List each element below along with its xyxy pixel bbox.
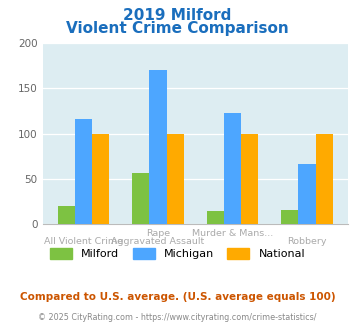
Bar (75, 119, 92, 224)
Bar (166, 134, 184, 224)
Text: Aggravated Assault: Aggravated Assault (111, 237, 204, 246)
Text: 2019 Milford: 2019 Milford (123, 8, 232, 23)
Text: Violent Crime Comparison: Violent Crime Comparison (66, 21, 289, 36)
Text: Robbery: Robbery (287, 237, 327, 246)
Text: Rape: Rape (146, 229, 170, 238)
Bar (299, 164, 316, 224)
Bar (281, 210, 299, 224)
Bar (132, 173, 149, 224)
Text: Murder & Mans...: Murder & Mans... (192, 229, 273, 238)
Text: Compared to U.S. average. (U.S. average equals 100): Compared to U.S. average. (U.S. average … (20, 292, 335, 302)
Legend: Milford, Michigan, National: Milford, Michigan, National (45, 244, 310, 263)
Bar (224, 113, 241, 224)
Bar (58, 206, 75, 224)
Bar (316, 134, 333, 224)
Text: All Violent Crime: All Violent Crime (44, 237, 123, 246)
Bar (149, 70, 166, 224)
Bar (92, 134, 109, 224)
Bar (241, 134, 258, 224)
Text: © 2025 CityRating.com - https://www.cityrating.com/crime-statistics/: © 2025 CityRating.com - https://www.city… (38, 313, 317, 322)
Bar (207, 211, 224, 224)
